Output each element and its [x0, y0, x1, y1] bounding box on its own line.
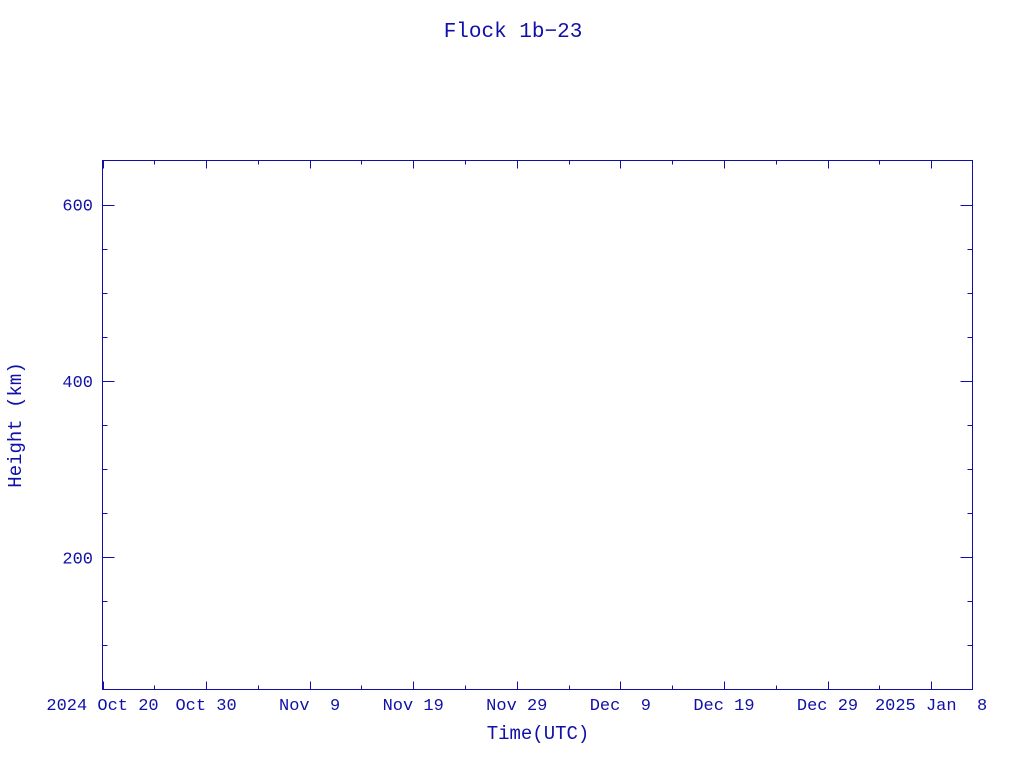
x-axis-label: Time(UTC) [487, 723, 590, 745]
x-tick-label: Nov 19 [383, 697, 444, 716]
x-tick-label: Dec 19 [693, 697, 754, 716]
x-tick-label: Dec 9 [590, 697, 651, 716]
x-tick-label: Dec 29 [797, 697, 858, 716]
x-tick-label: 2024 Oct 20 [46, 697, 158, 716]
y-tick-labels: 200 400 600 [62, 198, 93, 570]
x-tick-label: 2025 Jan 8 [875, 697, 987, 716]
y-axis-label: Height (km) [5, 362, 27, 487]
axis-ticks [102, 160, 973, 690]
x-tick-label: Nov 29 [486, 697, 547, 716]
chart-title: Flock 1b−23 [444, 21, 583, 44]
x-tick-label: Oct 30 [175, 697, 236, 716]
y-tick-label: 400 [62, 374, 93, 393]
y-tick-label: 200 [62, 550, 93, 569]
x-tick-label: Nov 9 [279, 697, 340, 716]
x-tick-labels: 2024 Oct 20 Oct 30 Nov 9 Nov 19 Nov 29 Dec 9 D… [46, 697, 987, 716]
y-tick-label: 600 [62, 198, 93, 217]
plot-frame [102, 160, 973, 690]
